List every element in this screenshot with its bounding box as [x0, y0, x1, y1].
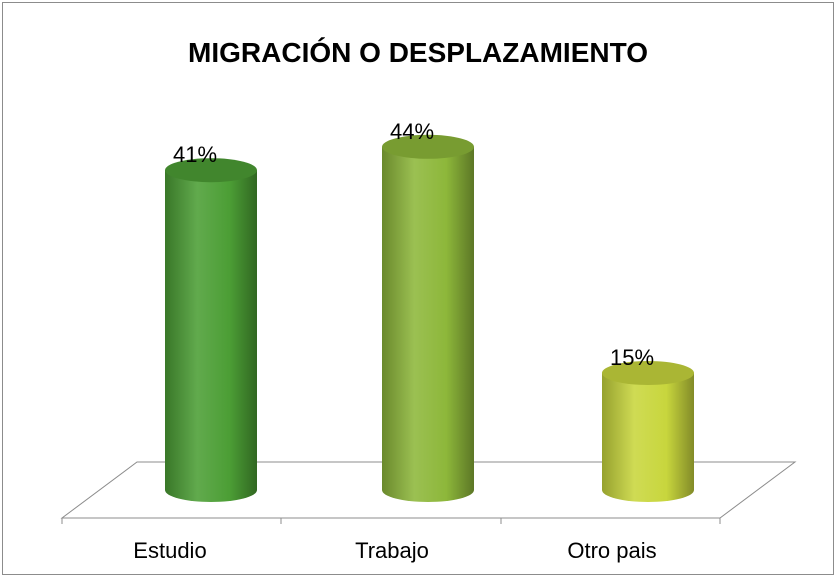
x-tick-label: Otro pais: [567, 538, 656, 563]
bar: [602, 373, 694, 502]
chart-title: MIGRACIÓN O DESPLAZAMIENTO: [188, 37, 648, 68]
bar-top: [382, 134, 474, 159]
bar: [165, 170, 257, 502]
x-tick-label: Trabajo: [355, 538, 429, 563]
x-tick-label: Estudio: [133, 538, 206, 563]
data-label: 41%: [173, 142, 217, 167]
bar-top: [165, 158, 257, 183]
data-label: 44%: [390, 119, 434, 144]
bar: [382, 146, 474, 503]
bar-top: [602, 361, 694, 385]
data-label: 15%: [610, 345, 654, 370]
